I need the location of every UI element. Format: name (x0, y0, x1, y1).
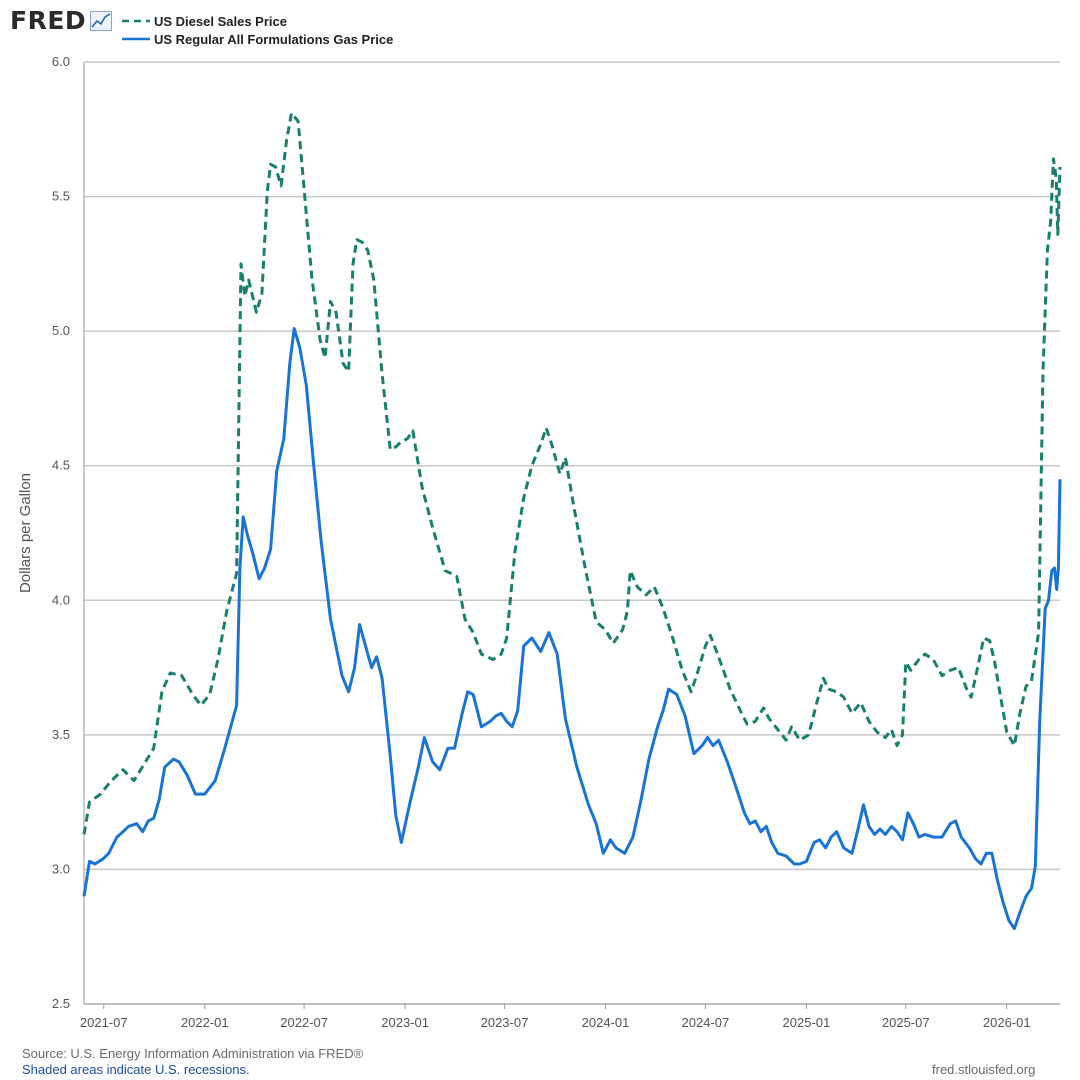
x-tick-label: 2023-01 (381, 1015, 429, 1030)
diesel-price-line (82, 111, 1062, 835)
dashed-line-swatch (122, 19, 150, 23)
x-tick-label: 2022-01 (181, 1015, 229, 1030)
y-tick-label: 3.5 (52, 727, 70, 742)
x-tick-label: 2022-07 (280, 1015, 328, 1030)
grid-lines (84, 61, 1060, 1005)
series-lines (82, 111, 1062, 931)
x-tick-label: 2023-07 (481, 1015, 529, 1030)
legend-label-diesel: US Diesel Sales Price (154, 13, 287, 29)
x-tick-label: 2024-01 (582, 1015, 630, 1030)
y-tick-label: 5.5 (52, 189, 70, 204)
legend: US Diesel Sales Price US Regular All For… (122, 12, 393, 48)
line-chart: 2.5 3.0 3.5 4.0 4.5 5.0 5.5 6.0 2021-07 2022-01 20… (17, 54, 1062, 1030)
x-tick-label: 2021-07 (80, 1015, 128, 1030)
gas-price-line (82, 327, 1062, 931)
recession-note-link[interactable]: Shaded areas indicate U.S. recessions. (22, 1062, 250, 1077)
x-tick-label: 2025-01 (783, 1015, 831, 1030)
site-url[interactable]: fred.stlouisfed.org (932, 1062, 1036, 1077)
legend-item-diesel: US Diesel Sales Price (122, 12, 393, 30)
source-note: Source: U.S. Energy Information Administ… (22, 1046, 364, 1061)
legend-item-gas: US Regular All Formulations Gas Price (122, 30, 393, 48)
y-tick-label: 3.0 (52, 861, 70, 876)
fred-logo-text: FRED (10, 6, 87, 35)
y-tick-label: 4.5 (52, 458, 70, 473)
x-tick-label: 2024-07 (682, 1015, 730, 1030)
chart-header: FRED US Diesel Sales Price US Regular Al… (0, 0, 1080, 54)
y-axis-title: Dollars per Gallon (17, 473, 34, 593)
y-tick-label: 5.0 (52, 323, 70, 338)
legend-label-gas: US Regular All Formulations Gas Price (154, 31, 394, 47)
y-tick-label: 4.0 (52, 592, 70, 607)
line-chart-icon (90, 10, 113, 31)
y-tick-label: 2.5 (52, 996, 70, 1011)
x-tick-label: 2025-07 (882, 1015, 930, 1030)
x-tick-label: 2026-01 (983, 1015, 1031, 1030)
fred-logo[interactable]: FRED (10, 6, 113, 35)
axes: 2.5 3.0 3.5 4.0 4.5 5.0 5.5 6.0 2021-07 2022-01 20… (52, 54, 1060, 1030)
y-tick-label: 6.0 (52, 54, 70, 69)
solid-line-swatch (122, 37, 150, 41)
